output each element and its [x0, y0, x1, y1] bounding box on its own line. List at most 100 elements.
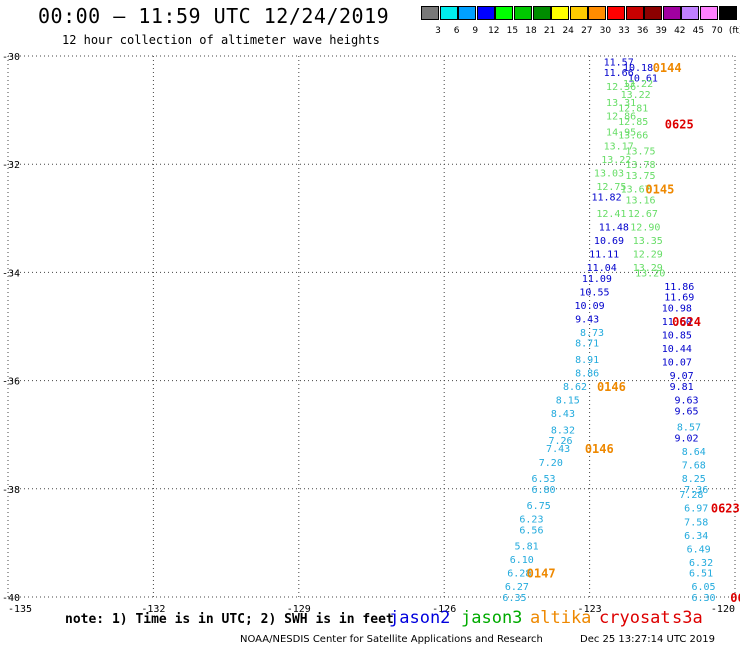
color-scale-label: 70 — [711, 26, 723, 36]
generation-timestamp: Dec 25 13:27:14 UTC 2019 — [580, 634, 715, 645]
wave-height-label: 12.36 — [606, 82, 636, 93]
wave-height-label: 8.86 — [575, 368, 599, 379]
wave-height-label: 8.62 — [563, 382, 587, 393]
wave-height-label: 6.05 — [691, 582, 715, 593]
legend-item-s3a: s3a — [672, 608, 703, 628]
wave-height-label: 12.81 — [618, 103, 648, 114]
lon-tick-label: -135 — [8, 604, 32, 615]
wave-height-label: 10.44 — [662, 344, 692, 355]
legend-item-jason2: jason2 — [389, 608, 451, 628]
wave-height-label: 8.57 — [677, 423, 701, 434]
color-swatch — [700, 6, 718, 20]
wave-height-label: 13.29 — [633, 263, 663, 274]
legend-item-altika: altika — [530, 608, 592, 628]
color-scale-label: 15 — [506, 26, 519, 36]
color-swatch — [532, 6, 551, 20]
pass-time-label: 0623 — [711, 502, 740, 516]
pass-time-label: 0145 — [645, 183, 674, 197]
color-swatch — [681, 6, 700, 20]
map-title: 00:00 – 11:59 UTC 12/24/2019 — [38, 4, 390, 28]
color-scale-label: 21 — [543, 26, 556, 36]
color-swatch — [718, 6, 737, 20]
color-swatch — [439, 6, 458, 20]
wave-height-label: 13.20 — [635, 268, 665, 279]
wave-height-label: 11.50 — [662, 317, 692, 328]
color-scale-label: 27 — [581, 26, 593, 36]
wave-height-label: 8.15 — [556, 396, 580, 407]
color-swatch — [662, 6, 681, 20]
color-scale-label: 18 — [525, 26, 537, 36]
lat-tick-label: -30 — [2, 52, 20, 63]
wave-height-label: 13.22 — [621, 90, 651, 101]
wave-height-label: 8.25 — [682, 474, 706, 485]
wave-height-label: 13.22 — [601, 155, 631, 166]
wave-height-label: 12.41 — [596, 209, 626, 220]
wave-height-label: 6.49 — [687, 544, 711, 555]
wave-height-label: 12.75 — [596, 182, 626, 193]
wave-height-label: 6.10 — [510, 555, 534, 566]
wave-height-label: 10.61 — [628, 74, 658, 85]
wave-height-label: 6.51 — [689, 569, 713, 580]
color-scale-label: 39 — [655, 26, 667, 36]
wave-height-label: 9.63 — [674, 396, 698, 407]
wave-height-label: 7.68 — [682, 460, 706, 471]
wave-height-label: 8.43 — [551, 409, 575, 420]
map-subtitle: 12 hour collection of altimeter wave hei… — [62, 33, 380, 47]
pass-time-label: 0147 — [527, 567, 556, 581]
wave-height-label: 11.09 — [582, 274, 612, 285]
wave-height-label: 6.30 — [691, 593, 715, 604]
wave-height-label: 12.67 — [628, 209, 658, 220]
wave-height-label: 13.31 — [606, 98, 636, 109]
wave-height-label: 9.07 — [670, 371, 694, 382]
wave-height-label: 12.85 — [618, 117, 648, 128]
wave-height-label: 13.16 — [625, 195, 655, 206]
wave-height-label: 13.78 — [625, 160, 655, 171]
legend-item-cryosat: cryosat — [599, 608, 671, 628]
wave-height-label: 11.82 — [592, 193, 622, 204]
wave-height-label: 5.81 — [515, 542, 539, 553]
wave-height-label: 6.28 — [507, 569, 531, 580]
wave-height-label: 7.20 — [539, 458, 563, 469]
color-scale-label: 24 — [562, 26, 574, 36]
wave-height-label: 6.34 — [684, 531, 708, 542]
wave-height-label: 13.17 — [604, 141, 634, 152]
wave-height-label: 6.27 — [505, 582, 529, 593]
lat-tick-label: -36 — [2, 377, 20, 388]
wave-height-label: 9.43 — [575, 314, 599, 325]
wave-height-label: 13.35 — [633, 236, 663, 247]
wave-height-label: 6.32 — [689, 558, 713, 569]
color-swatch — [588, 6, 607, 20]
wave-height-label: 11.86 — [664, 282, 694, 293]
lat-tick-label: -40 — [2, 593, 20, 604]
wave-height-label: 7.26 — [548, 436, 572, 447]
wave-height-label: 7.43 — [546, 444, 570, 455]
wave-height-label: 7.28 — [679, 490, 703, 501]
footer-note: note: 1) Time is in UTC; 2) SWH is in fe… — [65, 612, 394, 627]
wave-height-label: 11.66 — [604, 68, 634, 79]
wave-height-label: 14.95 — [606, 128, 636, 139]
wave-height-label: 10.09 — [575, 301, 605, 312]
wave-height-label: 13.03 — [594, 168, 624, 179]
wave-height-label: 13.22 — [623, 79, 653, 90]
wave-height-label: 6.35 — [502, 593, 526, 604]
color-swatch — [644, 6, 663, 20]
wave-height-label: 6.56 — [519, 525, 543, 536]
wave-height-label: 11.04 — [587, 263, 617, 274]
color-scale-label: 9 — [472, 26, 479, 36]
lat-tick-label: -32 — [2, 160, 20, 171]
color-swatch — [569, 6, 588, 20]
wave-height-label: 13.67 — [621, 185, 651, 196]
wave-height-label: 7.58 — [684, 517, 708, 528]
lon-tick-label: -126 — [432, 604, 456, 615]
wave-height-label: 8.71 — [575, 339, 599, 350]
wave-height-label: 13.75 — [625, 147, 655, 158]
wave-height-label: 11.11 — [589, 249, 619, 260]
color-scale-label: 6 — [453, 26, 460, 36]
wave-height-label: 10.07 — [662, 358, 692, 369]
wave-height-label: 13.75 — [625, 171, 655, 182]
color-scale-label: 36 — [636, 26, 649, 36]
color-scale-label: (ft) — [728, 26, 740, 36]
color-scale-label: 3 — [435, 26, 441, 36]
wave-height-label: 6.53 — [532, 474, 556, 485]
